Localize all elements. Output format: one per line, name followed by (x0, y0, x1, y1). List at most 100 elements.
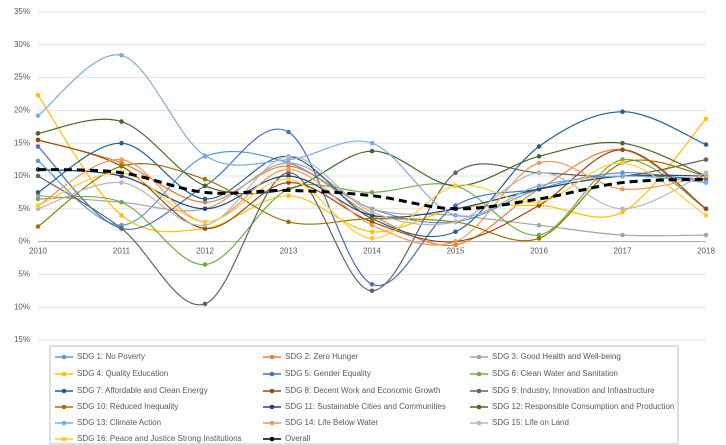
y-tick-label: 15% (14, 138, 30, 147)
point (620, 140, 625, 146)
y-tick-label: 20% (14, 106, 30, 115)
legend-marker (269, 388, 275, 394)
y-tick-label: 25% (14, 73, 30, 82)
point (35, 173, 41, 179)
x-tick-label: 2013 (280, 247, 298, 256)
point (119, 157, 124, 162)
point (35, 190, 41, 195)
point (286, 219, 291, 225)
point (536, 222, 542, 228)
point (369, 209, 375, 215)
point (620, 209, 625, 215)
point (703, 170, 709, 176)
point (202, 262, 208, 267)
x-tick-label: 2011 (113, 247, 131, 256)
legend-label: Overall (285, 434, 311, 443)
legend-marker (269, 404, 275, 410)
y-tick-label: 10% (14, 302, 30, 311)
point (620, 170, 625, 176)
point (286, 157, 291, 162)
point (202, 183, 208, 189)
x-tick-label: 2010 (29, 247, 47, 256)
point (703, 157, 709, 162)
y-tick-label: 5% (18, 204, 30, 213)
legend-marker (476, 388, 482, 394)
legend-label: SDG 15: Life on Land (492, 418, 569, 427)
point (369, 213, 375, 218)
y-tick-label: 0% (18, 237, 30, 246)
point (286, 180, 291, 185)
point (119, 199, 124, 205)
point (703, 213, 709, 218)
point (369, 148, 375, 154)
point (35, 193, 41, 198)
point (703, 176, 709, 182)
point (536, 144, 542, 149)
legend-marker (61, 388, 67, 394)
point (453, 242, 458, 248)
x-tick-label: 2014 (363, 247, 381, 256)
point (536, 203, 542, 208)
x-tick-label: 2016 (530, 247, 548, 256)
legend-marker (61, 354, 67, 360)
legend-marker (269, 420, 275, 426)
legend-label: SDG 10: Reduced Inequality (77, 402, 178, 411)
point (536, 170, 542, 176)
point (536, 160, 542, 166)
legend-marker (269, 371, 275, 377)
point (453, 183, 458, 189)
point (703, 180, 709, 185)
point (703, 142, 709, 147)
x-tick-label: 2018 (697, 247, 715, 256)
legend-label: SDG 7: Affordable and Clean Energy (77, 386, 208, 395)
point (620, 157, 625, 162)
legend-label: SDG 3: Good Health and Well-being (492, 352, 621, 361)
point (35, 203, 41, 208)
point (119, 119, 124, 124)
point (202, 199, 208, 205)
point (119, 160, 124, 166)
point (369, 281, 375, 287)
point (119, 173, 124, 179)
point (202, 176, 208, 182)
y-tick-label: 35% (14, 7, 30, 16)
legend-label: SDG 16: Peace and Justice Strong Institu… (77, 434, 242, 443)
point (369, 229, 375, 235)
point (119, 52, 124, 58)
point (35, 224, 41, 229)
point (119, 226, 124, 231)
point (202, 196, 208, 202)
point (202, 206, 208, 212)
point (369, 219, 375, 225)
point (536, 186, 542, 192)
legend-marker (61, 404, 67, 410)
legend-marker (476, 404, 482, 410)
point (119, 163, 124, 169)
x-tick-label: 2015 (447, 247, 465, 256)
y-tick-label: 15% (14, 335, 30, 344)
point (286, 167, 291, 172)
legend-label: SDG 14: Life Below Water (285, 418, 378, 427)
legend-marker (269, 436, 275, 442)
point (369, 216, 375, 221)
point (35, 158, 41, 164)
point (536, 183, 542, 189)
point (286, 129, 291, 135)
point (620, 206, 625, 212)
point (286, 160, 291, 166)
legend-box (49, 345, 679, 445)
legend-label: SDG 12: Responsible Consumption and Prod… (492, 402, 674, 411)
legend-label: SDG 5: Gender Equality (285, 369, 371, 378)
point (286, 173, 291, 179)
legend-label: SDG 6: Clean Water and Sanitation (492, 369, 618, 378)
point (35, 206, 41, 212)
legend-marker (476, 354, 482, 360)
point (119, 213, 124, 218)
legend-marker (61, 420, 67, 426)
legend-label: SDG 1: No Poverty (77, 352, 145, 361)
series-line (37, 167, 707, 211)
point (453, 219, 458, 225)
y-tick-label: 10% (14, 171, 30, 180)
point (286, 170, 291, 176)
point (286, 154, 291, 159)
